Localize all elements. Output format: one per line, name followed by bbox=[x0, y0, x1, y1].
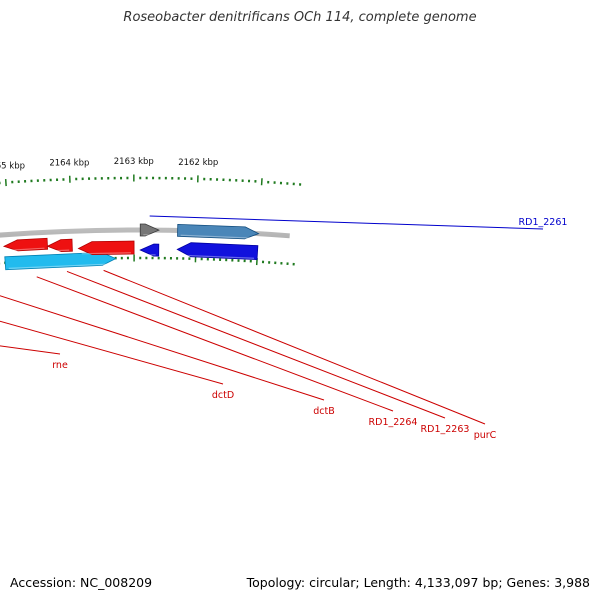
gene-label-dctb[interactable]: dctB bbox=[313, 406, 335, 417]
leader-line bbox=[36, 276, 394, 412]
gene-highlight bbox=[50, 249, 70, 252]
ruler-label: 2165 kbp bbox=[0, 162, 25, 172]
outer-tick-track bbox=[0, 174, 302, 187]
leader-line bbox=[66, 270, 446, 419]
leader-line bbox=[103, 269, 486, 425]
gene-label-dctd[interactable]: dctD bbox=[212, 390, 234, 401]
gene-label-rne[interactable]: rne bbox=[52, 360, 68, 371]
gene-track[interactable] bbox=[0, 223, 260, 326]
ruler-labels: 2170 kbp2169 kbp2168 kbp2167 kbp2166 kbp… bbox=[0, 157, 218, 172]
gene-rd1_2263[interactable] bbox=[46, 238, 73, 253]
leader-line bbox=[0, 295, 325, 401]
gene-rd1_2261-rna[interactable] bbox=[139, 243, 160, 257]
gene-label-rd1_2263[interactable]: RD1_2263 bbox=[421, 424, 470, 435]
accession-text: Accession: NC_008209 bbox=[10, 575, 153, 590]
gene-highlight bbox=[81, 252, 132, 255]
gene-highlight bbox=[7, 247, 45, 251]
leader-line bbox=[0, 345, 61, 355]
ruler-label: 2163 kbp bbox=[114, 157, 154, 167]
inner-tick-track bbox=[0, 254, 295, 266]
genome-title: Roseobacter denitrificans OCh 114, compl… bbox=[123, 10, 477, 25]
gene-next-gene-steel[interactable] bbox=[177, 223, 260, 240]
gene-highlight bbox=[180, 234, 256, 239]
gene-purc[interactable] bbox=[77, 240, 135, 256]
leader-line bbox=[0, 320, 224, 385]
gene-rd1_2264[interactable] bbox=[2, 237, 49, 252]
leader-line bbox=[149, 215, 544, 230]
gene-label-purc[interactable]: purC bbox=[474, 430, 497, 441]
ruler-label: 2164 kbp bbox=[49, 158, 89, 168]
gene-next-gene-blue[interactable] bbox=[176, 242, 259, 261]
gene-label-rd1_2261[interactable]: RD1_2261 bbox=[519, 217, 568, 228]
genome-summary-text: Topology: circular; Length: 4,133,097 bp… bbox=[246, 575, 590, 590]
gene-rd1_2261[interactable] bbox=[139, 223, 160, 237]
gene-highlight bbox=[8, 263, 113, 269]
gene-rd1_2264-rna[interactable] bbox=[4, 251, 117, 271]
ruler-label: 2162 kbp bbox=[178, 158, 218, 168]
gene-highlight bbox=[180, 254, 255, 259]
gene-label-rd1_2264[interactable]: RD1_2264 bbox=[369, 417, 418, 428]
